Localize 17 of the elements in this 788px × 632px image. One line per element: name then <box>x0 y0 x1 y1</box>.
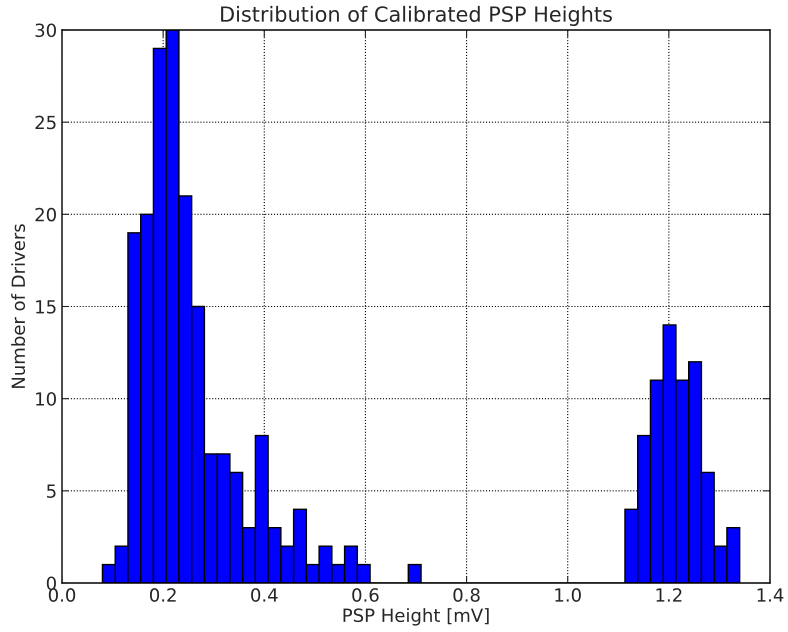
chart-title: Distribution of Calibrated PSP Heights <box>221 6 612 26</box>
x-tick-label: 1.0 <box>555 588 581 602</box>
x-tick-label: 1.2 <box>656 588 682 602</box>
x-tick-label: 0.4 <box>251 588 278 602</box>
x-tick-label: 1.4 <box>758 588 784 602</box>
y-tick-label: 30 <box>36 23 56 38</box>
y-tick-label: 5 <box>47 484 56 498</box>
x-tick-label: 0.6 <box>352 588 379 602</box>
y-tick-label: 15 <box>36 300 56 314</box>
y-tick-label: 10 <box>36 392 56 406</box>
y-tick-label: 25 <box>35 116 56 130</box>
y-tick-label: 20 <box>35 208 56 222</box>
x-tick-label: 0.2 <box>150 588 176 602</box>
x-tick-label: 0.8 <box>453 588 480 602</box>
x-axis-title: PSP Height [mV] <box>344 608 489 626</box>
x-tick-label: 0.0 <box>48 588 76 602</box>
y-axis-title: Number of Drivers <box>11 224 26 388</box>
